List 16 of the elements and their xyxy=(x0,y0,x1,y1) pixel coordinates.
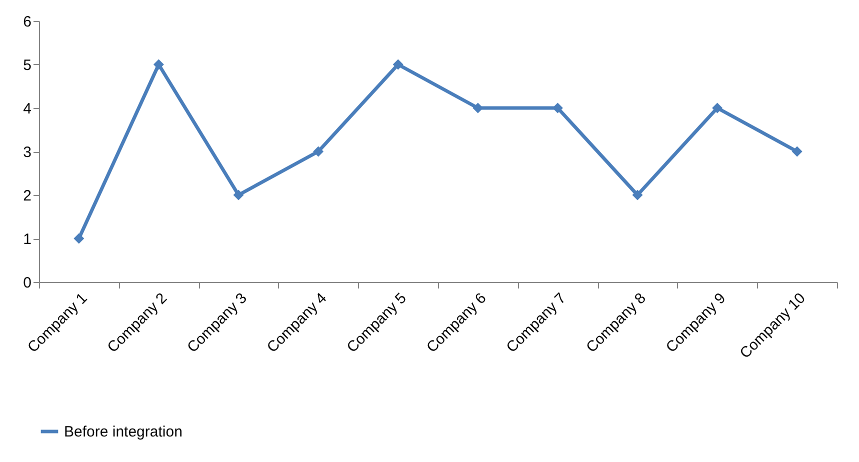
y-tick-label: 1 xyxy=(23,231,32,248)
point xyxy=(712,102,723,114)
point xyxy=(153,59,164,70)
y-tick-label: 5 xyxy=(23,57,32,74)
point xyxy=(74,233,84,244)
y-tick-label: 4 xyxy=(23,100,32,118)
y-tick-label: 3 xyxy=(23,144,32,161)
y-tick-label: 0 xyxy=(23,274,32,292)
legend-label: Before integration xyxy=(64,424,182,440)
y-tick-label: 2 xyxy=(23,188,32,204)
point xyxy=(792,146,802,157)
point xyxy=(313,146,324,157)
point xyxy=(392,59,404,70)
point xyxy=(233,190,244,200)
point xyxy=(632,190,643,200)
y-tick-label: 6 xyxy=(23,14,32,30)
